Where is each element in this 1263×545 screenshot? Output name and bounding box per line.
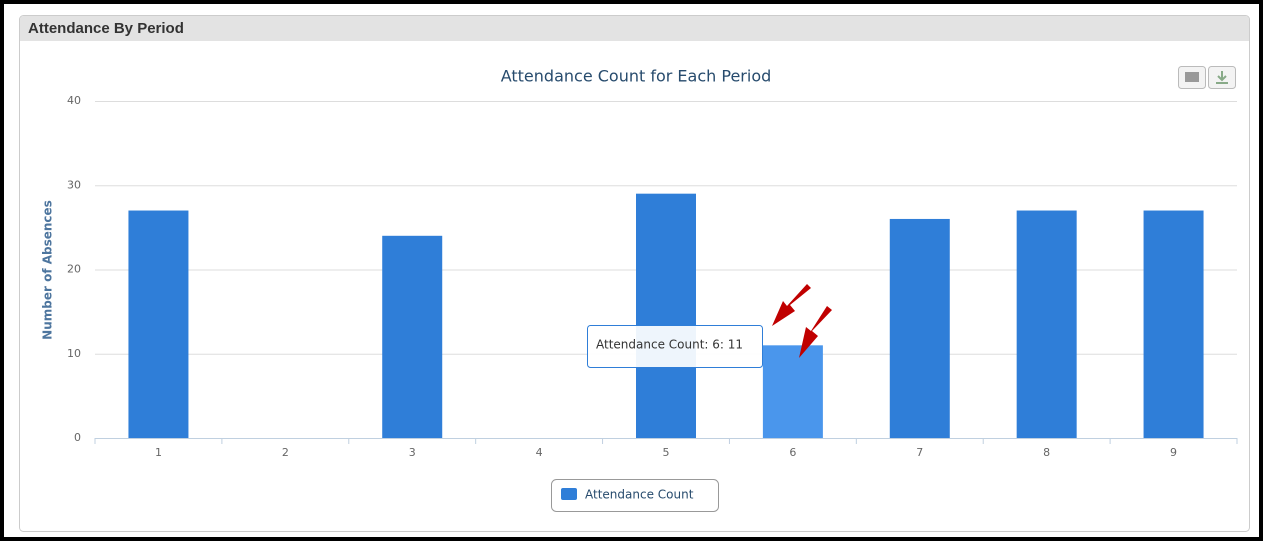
x-tick-label: 7 — [916, 446, 923, 459]
tooltip: Attendance Count: 6: 11 — [587, 325, 763, 368]
legend[interactable]: Attendance Count — [551, 479, 719, 512]
y-tick-label: 0 — [74, 431, 81, 444]
bar — [889, 218, 950, 438]
legend-box — [551, 479, 719, 512]
bar — [1143, 210, 1204, 438]
x-tick-label: 9 — [1170, 446, 1177, 459]
y-tick-label: 10 — [67, 347, 81, 360]
panel-header — [20, 16, 1249, 41]
bar — [382, 235, 443, 438]
bar — [128, 210, 189, 438]
bar — [636, 193, 696, 438]
x-tick-label: 1 — [155, 446, 162, 459]
bar — [762, 345, 823, 438]
legend-label[interactable]: Attendance Count — [585, 488, 694, 502]
tooltip-box — [587, 325, 763, 368]
plot: 0 10 20 30 40 1 2 3 4 5 6 7 8 9 — [67, 94, 1238, 459]
y-axis-label: Number of Absences — [41, 200, 55, 340]
panel-title: Attendance By Period — [28, 20, 184, 37]
annotation-arrows — [772, 284, 832, 358]
y-tick-label: 20 — [67, 263, 81, 276]
y-tick-label: 30 — [67, 178, 81, 191]
x-tick-label: 3 — [409, 446, 416, 459]
chart-title: Attendance Count for Each Period — [501, 67, 772, 86]
download-icon — [1216, 71, 1228, 84]
tooltip-text: Attendance Count: 6: 11 — [596, 338, 743, 352]
x-tick-label: 5 — [663, 446, 670, 459]
arrow — [799, 306, 832, 358]
export-buttons[interactable] — [1178, 66, 1236, 89]
x-tick-label: 6 — [789, 446, 796, 459]
legend-swatch — [561, 488, 577, 500]
x-tick-label: 4 — [536, 446, 543, 459]
x-tick-label: 2 — [282, 446, 289, 459]
y-tick-label: 40 — [67, 94, 81, 107]
x-tick-label: 8 — [1043, 446, 1050, 459]
bar — [1016, 210, 1077, 438]
print-icon — [1185, 72, 1199, 82]
arrow — [772, 284, 811, 326]
